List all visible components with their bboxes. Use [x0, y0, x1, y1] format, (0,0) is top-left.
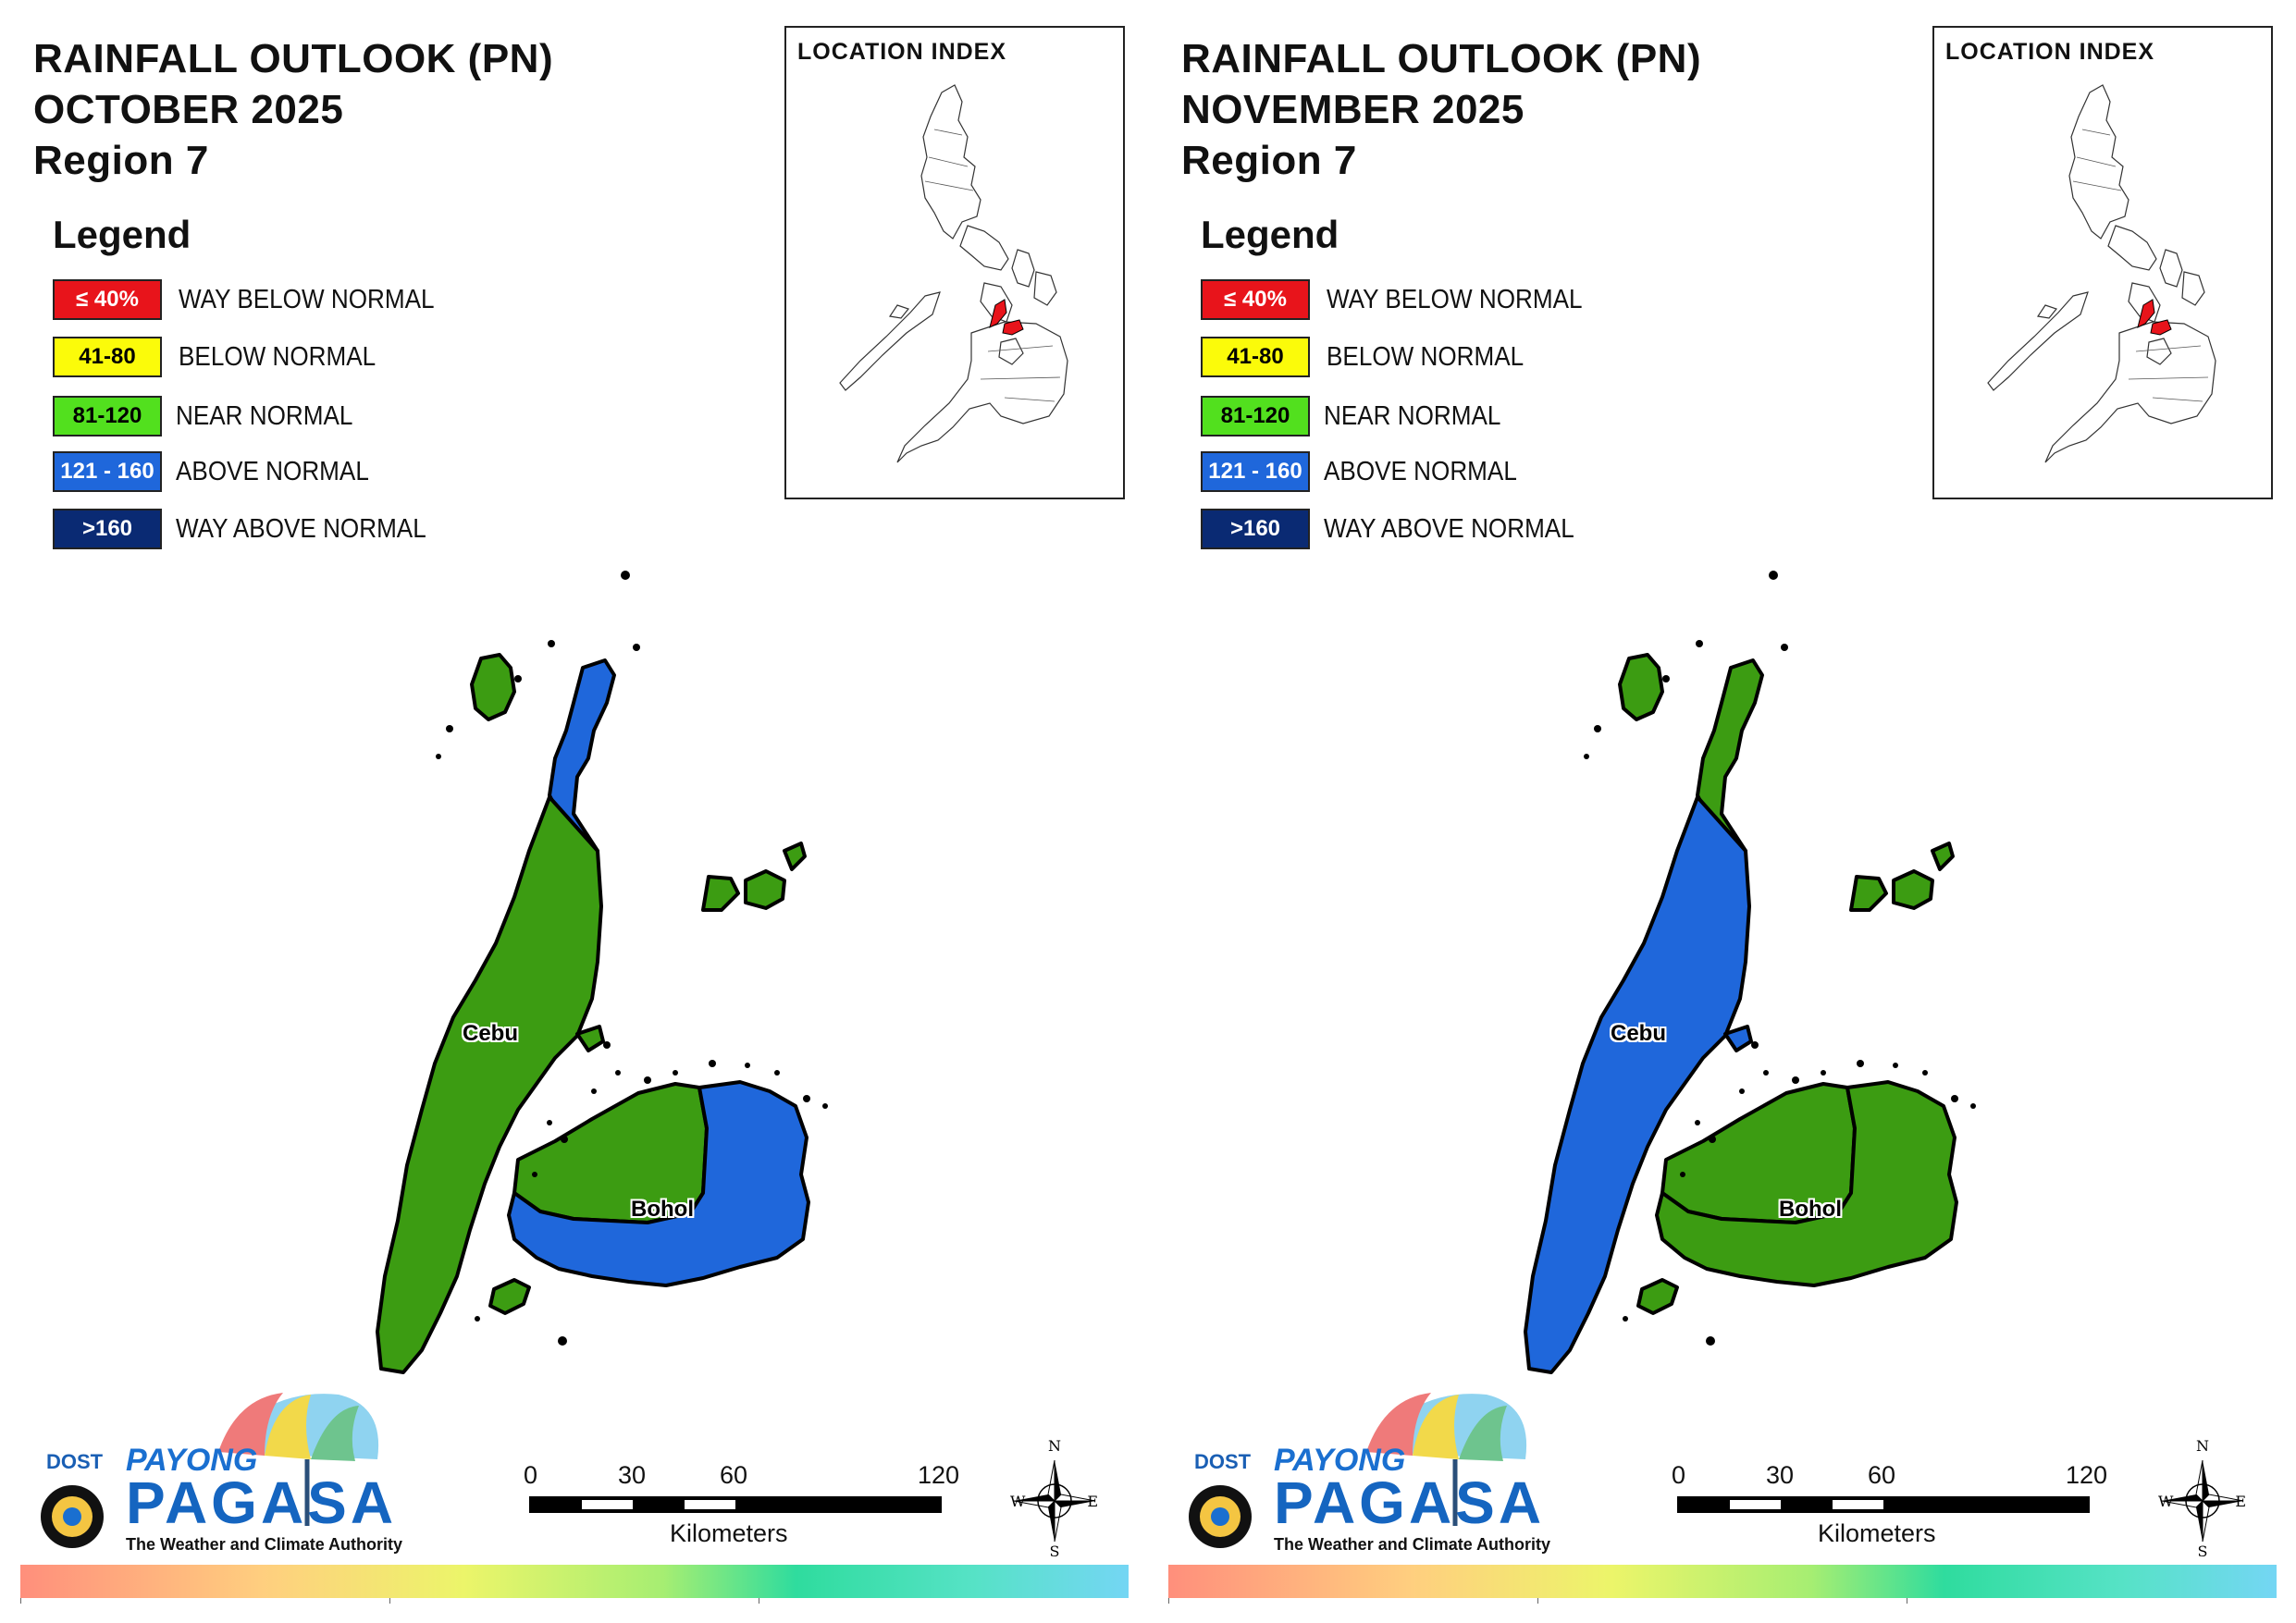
map-panel-october: RAINFALL OUTLOOK (PN) OCTOBER 2025 Regio… [20, 26, 1129, 1604]
footer-tick [389, 1598, 390, 1604]
region-7-highlight [989, 299, 1024, 336]
scale-tick-60: 60 [1868, 1461, 1896, 1489]
title-line-2: NOVEMBER 2025 [1181, 87, 1524, 132]
scale-tick-30: 30 [1766, 1461, 1795, 1489]
pagasa-logo: DOST PAYONG PAGASA The Weather and Clima… [33, 1387, 422, 1572]
compass-w: W [2158, 1493, 2174, 1510]
footer-gradient-bar [20, 1565, 1129, 1598]
philippines-outline-map [839, 84, 1068, 463]
legend-label: WAY ABOVE NORMAL [176, 514, 426, 544]
legend-range: 41-80 [1227, 344, 1284, 369]
cebu-label: Cebu [463, 1021, 518, 1046]
bohol-label: Bohol [631, 1197, 694, 1222]
legend-swatch: 41-80 [53, 337, 162, 377]
legend-range: 121 - 160 [1208, 459, 1302, 484]
map-title: RAINFALL OUTLOOK (PN) NOVEMBER 2025 Regi… [1181, 33, 1701, 186]
compass-n: N [2196, 1438, 2209, 1455]
legend-swatch: 121 - 160 [53, 451, 162, 492]
north-arrow-icon: N S E W [2158, 1438, 2246, 1558]
scale-unit: Kilometers [670, 1519, 788, 1547]
legend-label: ABOVE NORMAL [1324, 457, 1517, 486]
compass-n: N [1048, 1438, 1061, 1455]
map-panel-november: RAINFALL OUTLOOK (PN) NOVEMBER 2025 Regi… [1148, 0, 2296, 1623]
legend-range: 41-80 [79, 344, 136, 369]
scale-tick-120: 120 [918, 1461, 960, 1489]
legend-swatch: ≤ 40% [1201, 279, 1310, 320]
scale-bar [1677, 1496, 2090, 1513]
footer-tick [1537, 1598, 1538, 1604]
location-index-inset: LOCATION INDEX [784, 26, 1125, 499]
title-line-3: Region 7 [33, 138, 209, 183]
legend-swatch: 81-120 [1201, 396, 1310, 436]
legend-label: BELOW NORMAL [179, 342, 376, 372]
legend-title: Legend [53, 213, 191, 256]
title-line-3: Region 7 [1181, 138, 1357, 183]
legend-swatch: 41-80 [1201, 337, 1310, 377]
dost-text: DOST [1194, 1450, 1252, 1473]
map-title: RAINFALL OUTLOOK (PN) OCTOBER 2025 Regio… [33, 33, 553, 186]
footer-tick [1168, 1598, 1169, 1604]
footer-gradient-bar [1168, 1565, 2277, 1598]
legend-label: NEAR NORMAL [1324, 401, 1501, 431]
legend-range: ≤ 40% [76, 287, 139, 312]
legend-range: 81-120 [1220, 403, 1290, 428]
footer-tick [20, 1598, 21, 1604]
legend-range: 121 - 160 [60, 459, 154, 484]
scale-tick-0: 0 [524, 1461, 538, 1489]
scale-tick-60: 60 [720, 1461, 748, 1489]
legend-label: WAY BELOW NORMAL [179, 285, 435, 314]
pagasa-text: PAGASA [126, 1469, 398, 1536]
compass-s: S [2198, 1543, 2208, 1558]
location-index-inset: LOCATION INDEX [1932, 26, 2273, 499]
legend-swatch: 121 - 160 [1201, 451, 1310, 492]
legend-swatch: 81-120 [53, 396, 162, 436]
title-line-2: OCTOBER 2025 [33, 87, 344, 132]
philippines-outline-map [1987, 84, 2216, 463]
north-arrow-icon: N S E W [1010, 1438, 1098, 1558]
scale-bar [529, 1496, 942, 1513]
scale-tick-120: 120 [2066, 1461, 2108, 1489]
scale-tick-0: 0 [1672, 1461, 1686, 1489]
legend-swatch: >160 [1201, 509, 1310, 549]
region-7-highlight [2137, 299, 2172, 336]
compass-w: W [1010, 1493, 1026, 1510]
legend-range: 81-120 [72, 403, 142, 428]
legend-label: WAY ABOVE NORMAL [1324, 514, 1574, 544]
scale-tick-30: 30 [618, 1461, 647, 1489]
compass-e: E [1087, 1493, 1098, 1510]
dost-text: DOST [46, 1450, 104, 1473]
small-islets [1584, 571, 1976, 1346]
title-line-1: RAINFALL OUTLOOK (PN) [33, 36, 554, 81]
umbrella-icon [1189, 1393, 1527, 1548]
payong-text: PAYONG [126, 1443, 258, 1478]
legend-label: NEAR NORMAL [176, 401, 353, 431]
legend-label: WAY BELOW NORMAL [1327, 285, 1583, 314]
legend-range: ≤ 40% [1224, 287, 1287, 312]
legend-range: >160 [1229, 516, 1281, 541]
legend-range: >160 [81, 516, 133, 541]
small-islets [436, 571, 828, 1346]
payong-text: PAYONG [1274, 1443, 1406, 1478]
legend-swatch: ≤ 40% [53, 279, 162, 320]
inset-title: LOCATION INDEX [1945, 39, 2155, 65]
umbrella-icon [41, 1393, 379, 1548]
region-7-map [376, 571, 828, 1374]
cebu-label: Cebu [1611, 1021, 1666, 1046]
legend-label: ABOVE NORMAL [176, 457, 369, 486]
compass-s: S [1050, 1543, 1060, 1558]
pagasa-text: PAGASA [1274, 1469, 1546, 1536]
legend-label: BELOW NORMAL [1327, 342, 1524, 372]
bohol-label: Bohol [1779, 1197, 1842, 1222]
pagasa-logo: DOST PAYONG PAGASA The Weather and Clima… [1181, 1387, 1570, 1572]
tagline-text: The Weather and Climate Authority [1274, 1535, 1551, 1554]
title-line-1: RAINFALL OUTLOOK (PN) [1181, 36, 1702, 81]
scale-unit: Kilometers [1818, 1519, 1936, 1547]
legend-swatch: >160 [53, 509, 162, 549]
region-7-map [1524, 571, 1976, 1374]
compass-e: E [2235, 1493, 2246, 1510]
tagline-text: The Weather and Climate Authority [126, 1535, 403, 1554]
legend-title: Legend [1201, 213, 1339, 256]
inset-title: LOCATION INDEX [797, 39, 1007, 65]
